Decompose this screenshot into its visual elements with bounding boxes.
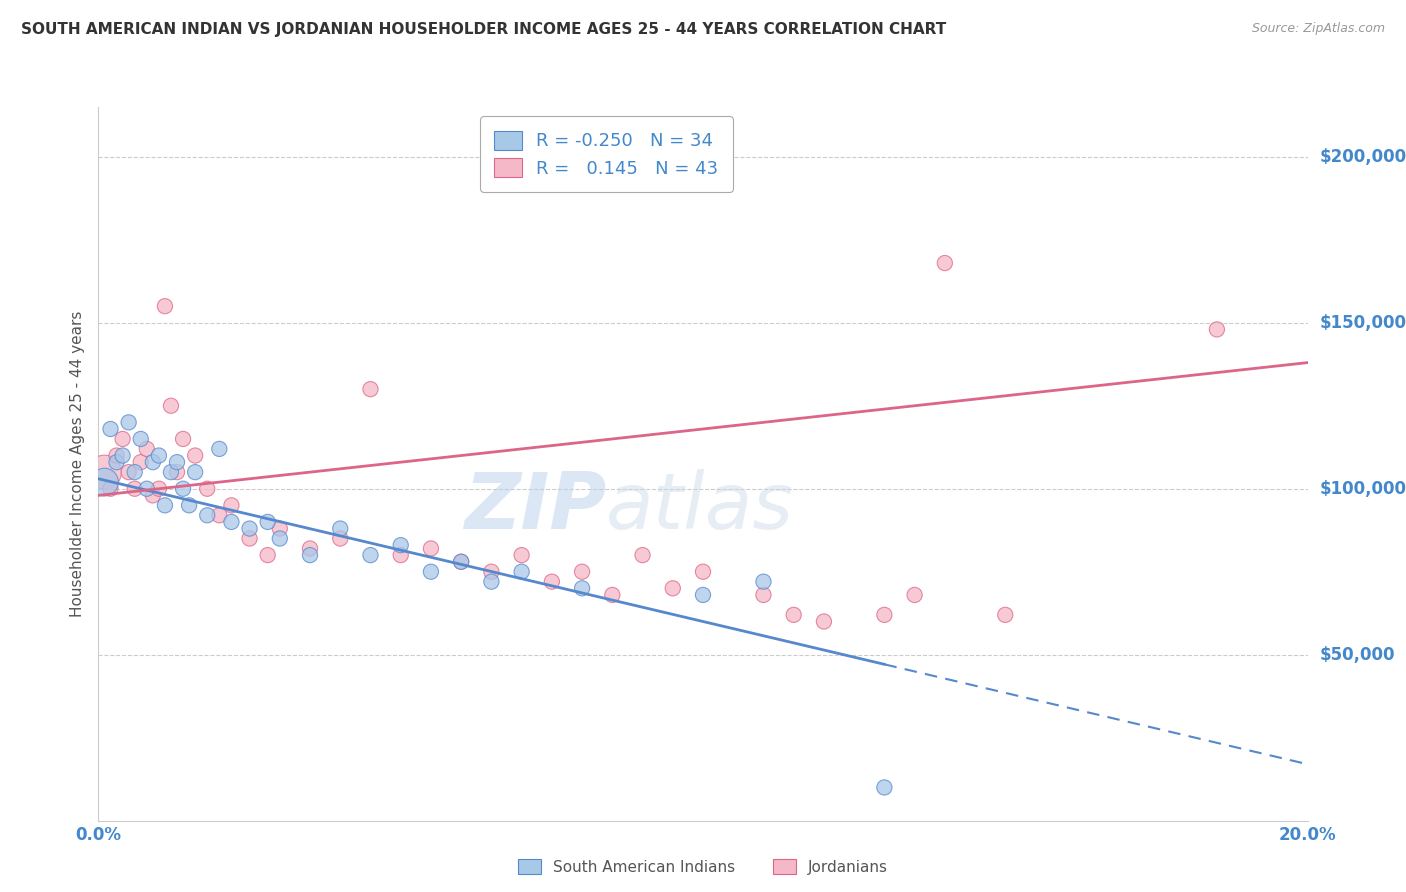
Point bbox=[269, 522, 291, 536]
Point bbox=[329, 522, 352, 536]
Point bbox=[195, 482, 218, 496]
Text: $100,000: $100,000 bbox=[1320, 480, 1406, 498]
Point bbox=[118, 415, 141, 429]
Point bbox=[153, 299, 176, 313]
Point bbox=[93, 465, 115, 479]
Point bbox=[111, 449, 134, 463]
Text: Source: ZipAtlas.com: Source: ZipAtlas.com bbox=[1251, 22, 1385, 36]
Point bbox=[419, 565, 441, 579]
Point bbox=[752, 574, 775, 589]
Point bbox=[184, 449, 207, 463]
Point bbox=[602, 588, 624, 602]
Point bbox=[184, 465, 207, 479]
Point bbox=[239, 522, 262, 536]
Point bbox=[419, 541, 441, 556]
Point bbox=[124, 465, 146, 479]
Point bbox=[124, 482, 146, 496]
Point bbox=[160, 399, 183, 413]
Point bbox=[105, 455, 128, 469]
Point bbox=[873, 780, 896, 795]
Point bbox=[221, 515, 243, 529]
Point bbox=[160, 465, 183, 479]
Point bbox=[148, 482, 170, 496]
Point bbox=[221, 499, 243, 513]
Point bbox=[692, 565, 714, 579]
Point bbox=[299, 541, 322, 556]
Point bbox=[631, 548, 654, 562]
Point bbox=[269, 532, 291, 546]
Point bbox=[389, 538, 412, 552]
Point bbox=[360, 548, 382, 562]
Point bbox=[782, 607, 804, 622]
Point bbox=[195, 508, 218, 523]
Point bbox=[172, 482, 194, 496]
Point bbox=[450, 555, 472, 569]
Point bbox=[450, 555, 472, 569]
Point bbox=[111, 432, 134, 446]
Legend: South American Indians, Jordanians: South American Indians, Jordanians bbox=[512, 853, 894, 880]
Point bbox=[256, 548, 278, 562]
Point bbox=[100, 422, 122, 436]
Point bbox=[208, 442, 231, 456]
Point bbox=[481, 574, 503, 589]
Point bbox=[129, 455, 152, 469]
Point bbox=[239, 532, 262, 546]
Point bbox=[813, 615, 835, 629]
Point bbox=[1206, 322, 1229, 336]
Point bbox=[142, 455, 165, 469]
Point bbox=[148, 449, 170, 463]
Point bbox=[994, 607, 1017, 622]
Point bbox=[135, 482, 157, 496]
Point bbox=[329, 532, 352, 546]
Point bbox=[299, 548, 322, 562]
Y-axis label: Householder Income Ages 25 - 44 years: Householder Income Ages 25 - 44 years bbox=[70, 310, 86, 617]
Point bbox=[571, 565, 593, 579]
Point bbox=[540, 574, 562, 589]
Point bbox=[389, 548, 412, 562]
Text: $200,000: $200,000 bbox=[1320, 148, 1406, 166]
Point bbox=[934, 256, 956, 270]
Point bbox=[510, 565, 533, 579]
Point bbox=[571, 582, 593, 596]
Text: atlas: atlas bbox=[606, 468, 794, 545]
Point bbox=[256, 515, 278, 529]
Point bbox=[904, 588, 927, 602]
Point bbox=[172, 432, 194, 446]
Point bbox=[177, 499, 201, 513]
Text: ZIP: ZIP bbox=[464, 468, 606, 545]
Point bbox=[118, 465, 141, 479]
Point bbox=[752, 588, 775, 602]
Text: $50,000: $50,000 bbox=[1320, 646, 1395, 664]
Point bbox=[166, 455, 188, 469]
Point bbox=[105, 449, 128, 463]
Point bbox=[93, 475, 115, 489]
Point bbox=[360, 382, 382, 396]
Point bbox=[166, 465, 188, 479]
Text: SOUTH AMERICAN INDIAN VS JORDANIAN HOUSEHOLDER INCOME AGES 25 - 44 YEARS CORRELA: SOUTH AMERICAN INDIAN VS JORDANIAN HOUSE… bbox=[21, 22, 946, 37]
Point bbox=[135, 442, 157, 456]
Point bbox=[208, 508, 231, 523]
Point bbox=[481, 565, 503, 579]
Point bbox=[692, 588, 714, 602]
Point bbox=[142, 488, 165, 502]
Point bbox=[661, 582, 683, 596]
Point bbox=[100, 482, 122, 496]
Point bbox=[510, 548, 533, 562]
Point bbox=[153, 499, 176, 513]
Point bbox=[873, 607, 896, 622]
Text: $150,000: $150,000 bbox=[1320, 314, 1406, 332]
Point bbox=[129, 432, 152, 446]
